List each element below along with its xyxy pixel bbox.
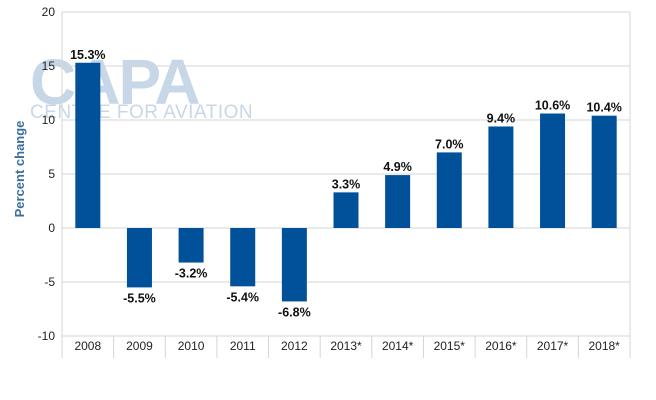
data-label: 10.6% [535, 99, 570, 113]
bar [75, 62, 101, 229]
x-axis-ticks: 2008 2009 2010 2011 2012 2013* 2014* 2015* 2016*… [61, 336, 631, 358]
bar [126, 228, 152, 288]
y-tick-label: 20 [42, 5, 56, 19]
bar [230, 228, 256, 287]
y-axis-label: Percent change [12, 121, 27, 218]
bars [75, 62, 617, 302]
y-tick-label: -10 [38, 329, 56, 343]
data-label: -6.8% [278, 305, 311, 319]
y-tick-label: 0 [48, 221, 55, 235]
x-tick-label: 2012 [281, 339, 308, 353]
data-label: -5.5% [123, 291, 156, 305]
x-tick-label: 2016* [485, 339, 517, 353]
y-tick-label: 15 [42, 59, 56, 73]
data-labels: 15.3% -5.5% -3.2% -5.4% -6.8% 3.3% 4.9% 7.0% 9.4… [70, 48, 622, 320]
bar [540, 113, 566, 228]
y-tick-label: 10 [42, 113, 56, 127]
bar [281, 228, 307, 302]
x-tick-label: 2013* [330, 339, 362, 353]
bar [178, 228, 204, 263]
bar [591, 115, 617, 228]
y-tick-label: 5 [48, 167, 55, 181]
data-label: -5.4% [226, 290, 259, 304]
x-tick-label: 2009 [126, 339, 153, 353]
data-label: 4.9% [383, 160, 412, 174]
x-tick-label: 2011 [230, 339, 256, 353]
y-axis-ticks: 20 15 10 5 0 -5 -10 [38, 5, 56, 343]
data-label: 7.0% [435, 137, 464, 151]
x-tick-label: 2010 [178, 339, 205, 353]
gridlines [61, 11, 631, 337]
bar [488, 126, 514, 228]
x-tick-label: 2015* [434, 339, 466, 353]
data-label: 10.4% [586, 101, 621, 115]
data-label: 15.3% [70, 48, 105, 62]
x-tick-label: 2017* [537, 339, 569, 353]
data-label: 3.3% [332, 177, 361, 191]
bar [333, 192, 359, 228]
x-tick-label: 2008 [74, 339, 101, 353]
data-label: -3.2% [175, 267, 208, 281]
data-label: 9.4% [487, 111, 516, 125]
x-tick-label: 2014* [382, 339, 414, 353]
bar [385, 175, 411, 228]
bar [436, 152, 462, 228]
x-tick-label: 2018* [588, 339, 620, 353]
capa-watermark-logo: CAPA CENTRE FOR AVIATION [30, 46, 253, 123]
y-tick-label: -5 [44, 275, 55, 289]
watermark-logo-text: CAPA [30, 46, 199, 118]
